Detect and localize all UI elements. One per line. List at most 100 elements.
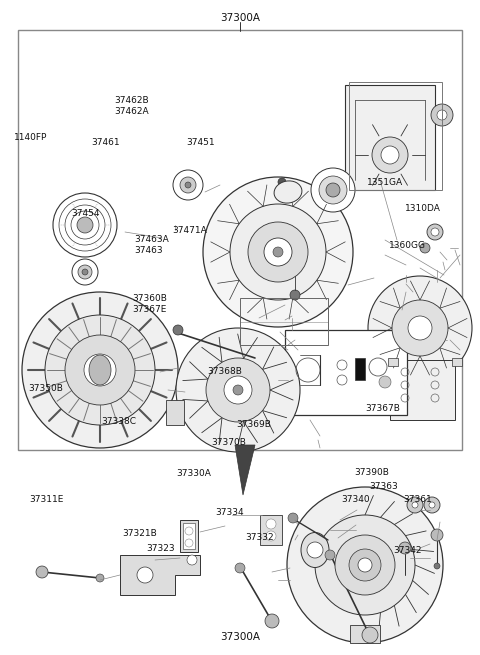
- Circle shape: [311, 168, 355, 212]
- Ellipse shape: [89, 355, 111, 385]
- Polygon shape: [235, 445, 255, 495]
- Circle shape: [36, 566, 48, 578]
- Circle shape: [420, 243, 430, 253]
- Text: 37463: 37463: [134, 246, 163, 255]
- Text: 37369B: 37369B: [236, 420, 271, 429]
- Circle shape: [206, 358, 270, 422]
- Ellipse shape: [274, 181, 302, 203]
- Bar: [349, 82, 442, 190]
- Text: 37367B: 37367B: [366, 403, 401, 413]
- Circle shape: [278, 178, 286, 186]
- Circle shape: [137, 567, 153, 583]
- Circle shape: [266, 531, 276, 541]
- Circle shape: [185, 539, 193, 547]
- Bar: [260, 515, 282, 545]
- Text: 37454: 37454: [71, 209, 99, 218]
- Text: 1360GG: 1360GG: [389, 241, 426, 250]
- Text: 37342: 37342: [394, 546, 422, 555]
- Text: 1140FP: 1140FP: [14, 133, 48, 142]
- Circle shape: [22, 292, 178, 448]
- Circle shape: [53, 193, 117, 257]
- Circle shape: [381, 146, 399, 164]
- Circle shape: [307, 542, 323, 558]
- Circle shape: [187, 555, 197, 565]
- Text: 37462A: 37462A: [114, 107, 149, 116]
- Text: 37463A: 37463A: [134, 235, 169, 244]
- Circle shape: [266, 519, 276, 529]
- Text: 37340: 37340: [341, 495, 370, 504]
- Circle shape: [368, 276, 472, 380]
- Text: 37334: 37334: [215, 508, 244, 517]
- Circle shape: [224, 376, 252, 404]
- Circle shape: [96, 574, 104, 582]
- Circle shape: [71, 211, 99, 239]
- Circle shape: [362, 627, 378, 643]
- Text: 37461: 37461: [91, 138, 120, 147]
- Circle shape: [203, 177, 353, 327]
- Circle shape: [407, 497, 423, 513]
- Circle shape: [431, 228, 439, 236]
- Circle shape: [77, 217, 93, 233]
- Text: 37367E: 37367E: [132, 305, 167, 314]
- Circle shape: [372, 137, 408, 173]
- Circle shape: [82, 269, 88, 275]
- Circle shape: [235, 563, 245, 573]
- Circle shape: [408, 316, 432, 340]
- Circle shape: [65, 205, 105, 245]
- Circle shape: [185, 527, 193, 535]
- Circle shape: [431, 529, 443, 541]
- Text: 37330A: 37330A: [177, 469, 212, 478]
- Circle shape: [78, 265, 92, 279]
- Circle shape: [287, 487, 443, 643]
- Text: 1351GA: 1351GA: [367, 178, 403, 187]
- Circle shape: [180, 177, 196, 193]
- Circle shape: [315, 515, 415, 615]
- Text: 37390B: 37390B: [354, 468, 389, 477]
- Text: 1310DA: 1310DA: [405, 204, 441, 213]
- Circle shape: [335, 535, 395, 595]
- Circle shape: [429, 502, 435, 508]
- Bar: [183, 523, 195, 549]
- Circle shape: [392, 300, 448, 356]
- Text: 37311E: 37311E: [29, 495, 63, 504]
- Text: 37332: 37332: [245, 533, 274, 542]
- Circle shape: [230, 204, 326, 300]
- Circle shape: [424, 497, 440, 513]
- Circle shape: [399, 542, 411, 554]
- Circle shape: [265, 614, 279, 628]
- Circle shape: [248, 222, 308, 282]
- Text: 37321B: 37321B: [122, 529, 157, 538]
- Bar: [180, 520, 198, 552]
- Circle shape: [273, 247, 283, 257]
- Text: 37451: 37451: [186, 138, 215, 147]
- Text: 37471A: 37471A: [172, 226, 206, 235]
- Circle shape: [84, 354, 116, 386]
- Circle shape: [434, 563, 440, 569]
- Circle shape: [431, 104, 453, 126]
- Circle shape: [427, 224, 443, 240]
- Text: 37361: 37361: [403, 495, 432, 504]
- Text: 37323: 37323: [146, 544, 175, 553]
- Circle shape: [65, 335, 135, 405]
- Bar: [355, 358, 365, 380]
- Text: 37360B: 37360B: [132, 293, 167, 303]
- Circle shape: [290, 290, 300, 300]
- Circle shape: [45, 315, 155, 425]
- Text: 37370B: 37370B: [211, 438, 246, 447]
- Text: 37462B: 37462B: [114, 96, 149, 105]
- Bar: [388, 358, 398, 366]
- Bar: [18, 30, 462, 450]
- Bar: [240, 298, 328, 345]
- Circle shape: [185, 182, 191, 188]
- Text: 37363: 37363: [370, 481, 398, 491]
- Ellipse shape: [301, 533, 329, 567]
- Text: 37300A: 37300A: [220, 13, 260, 24]
- Circle shape: [437, 110, 447, 120]
- Circle shape: [349, 549, 381, 581]
- Bar: [166, 400, 184, 425]
- Text: 37350B: 37350B: [28, 384, 63, 393]
- Circle shape: [72, 259, 98, 285]
- Text: 37300A: 37300A: [220, 631, 260, 642]
- Circle shape: [358, 558, 372, 572]
- Circle shape: [264, 238, 292, 266]
